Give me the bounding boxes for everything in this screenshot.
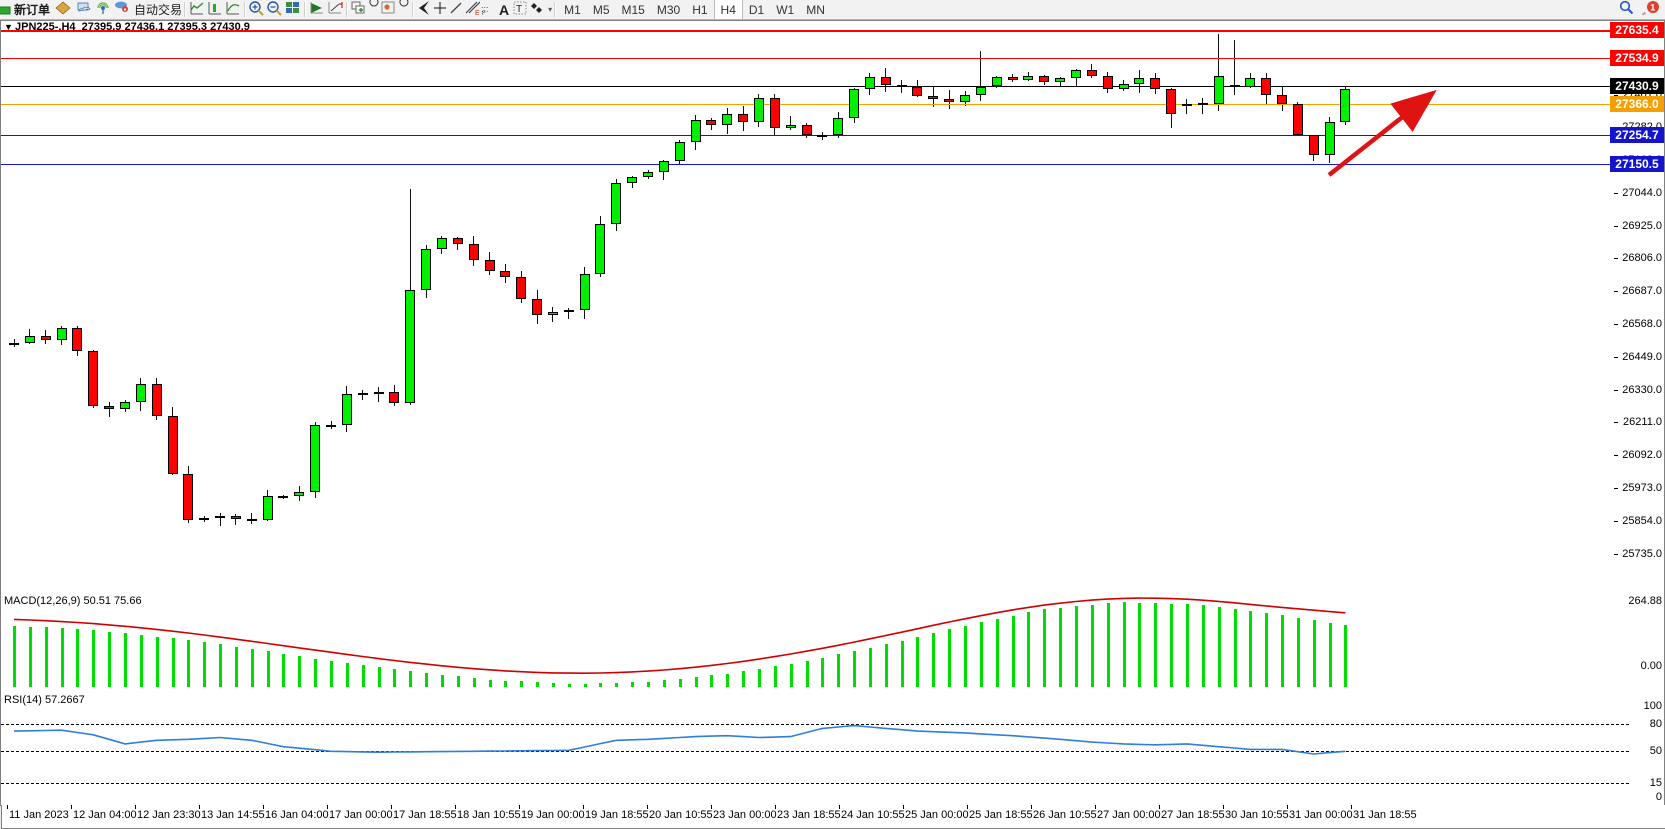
svg-text:T: T [516, 4, 522, 15]
svg-text:F: F [482, 11, 486, 16]
svg-text:1: 1 [1650, 3, 1655, 13]
